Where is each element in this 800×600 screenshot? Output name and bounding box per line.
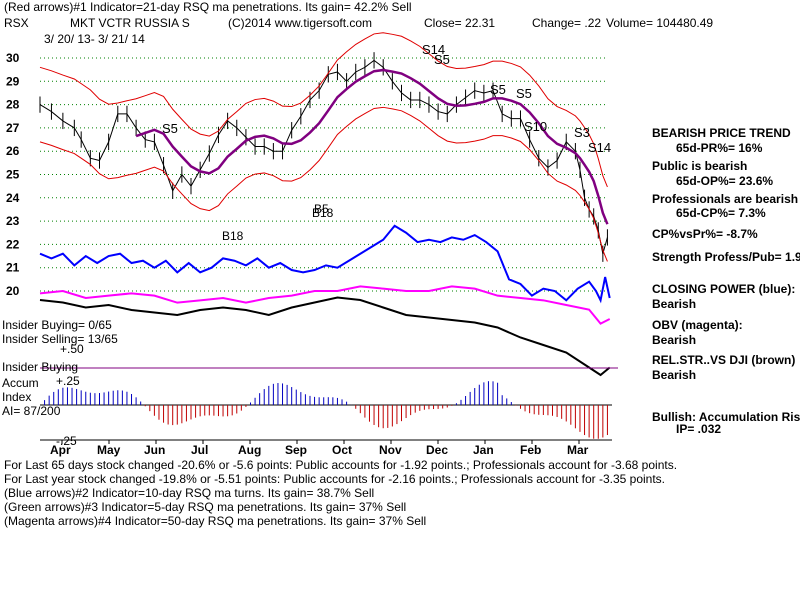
- public-label: Public is bearish: [652, 159, 748, 173]
- signal-s5: S5: [490, 82, 506, 97]
- x-tick-label: Jul: [191, 443, 208, 457]
- x-tick-label: Oct: [332, 443, 352, 457]
- y-tick-label: 30: [6, 51, 20, 65]
- change-value: Change= .22: [532, 16, 602, 30]
- date-range: 3/ 20/ 13- 3/ 21/ 14: [44, 32, 145, 46]
- y-tick-label: 28: [6, 98, 20, 112]
- obv-label: OBV (magenta):: [652, 318, 743, 332]
- signal-s14: S14: [422, 42, 446, 57]
- accum-scale-plus25: +.25: [56, 374, 80, 388]
- footer-indicator-3: (Green arrows)#3 Indicator=5-day RSQ ma …: [4, 500, 407, 514]
- relstr-state: Bearish: [652, 368, 697, 382]
- insider-buying-count: Insider Buying= 0/65: [2, 318, 112, 332]
- accum-status: Bullish: Accumulation Rising: [652, 410, 800, 424]
- y-tick-label: 22: [6, 237, 20, 251]
- ip-value: IP= .032: [676, 422, 722, 436]
- signal-s3: S3: [574, 125, 590, 140]
- x-tick-label: Jun: [144, 443, 165, 457]
- ai-value: AI= 87/200: [2, 404, 61, 418]
- copyright: (C)2014 www.tigersoft.com: [228, 16, 373, 30]
- signal-b18: B18: [222, 229, 244, 243]
- x-tick-label: Apr: [50, 443, 71, 457]
- y-tick-label: 29: [6, 74, 20, 88]
- lower-band: [39, 106, 608, 262]
- insider-buying-label: Insider Buying: [2, 360, 79, 374]
- cp-vs-pr: CP%vsPr%= -8.7%: [652, 227, 758, 241]
- signal-s5: S5: [434, 52, 450, 67]
- signal-s5: S5: [162, 121, 178, 136]
- y-tick-label: 25: [6, 168, 20, 182]
- accum-scale-plus50: +.50: [60, 342, 84, 356]
- indicator-1-header: (Red arrows)#1 Indicator=21-day RSQ ma p…: [4, 0, 412, 14]
- moving-average: [135, 68, 609, 225]
- x-tick-label: Sep: [285, 443, 307, 457]
- x-tick-label: Aug: [238, 443, 261, 457]
- price-line: [39, 59, 608, 254]
- accum-label: Accum: [2, 376, 39, 390]
- signal-b5: B5: [314, 202, 329, 216]
- professionals-label: Professionals are bearish: [652, 192, 799, 206]
- signal-s10: S10: [524, 119, 548, 134]
- security-name: MKT VCTR RUSSIA S: [70, 16, 190, 30]
- footer-65-day: For Last 65 days stock changed -20.6% or…: [4, 458, 678, 472]
- footer-year: For Last year stock changed -19.8% or -5…: [4, 472, 666, 486]
- x-tick-label: May: [97, 443, 121, 457]
- footer-indicator-4: (Magenta arrows)#4 Indicator=50-day RSQ …: [4, 514, 427, 528]
- y-tick-label: 21: [6, 261, 20, 275]
- volume-value: Volume= 104480.49: [606, 16, 714, 30]
- x-tick-label: Nov: [379, 443, 402, 457]
- cp-value: 65d-CP%= 7.3%: [676, 206, 766, 220]
- upper-band: [39, 32, 608, 188]
- obv-state: Bearish: [652, 333, 697, 347]
- x-tick-label: Dec: [426, 443, 448, 457]
- y-tick-label: 23: [6, 214, 20, 228]
- strength-ratio: Strength Profess/Pub= 1.9: [652, 250, 800, 264]
- y-tick-label: 26: [6, 144, 20, 158]
- index-label: Index: [2, 390, 32, 404]
- signal-s14: S14: [588, 140, 612, 155]
- trend-title: BEARISH PRICE TREND: [652, 126, 791, 140]
- closing-power-line: [39, 224, 611, 304]
- y-tick-label: 24: [6, 191, 20, 205]
- relstr-line: [39, 296, 611, 377]
- x-tick-label: Feb: [520, 443, 541, 457]
- footer-indicator-2: (Blue arrows)#2 Indicator=10-day RSQ ma …: [4, 486, 375, 500]
- y-tick-label: 20: [6, 284, 20, 298]
- op-value: 65d-OP%= 23.6%: [676, 174, 774, 188]
- accum-scale-minus25: -.25: [56, 434, 77, 448]
- closing-power-state: Bearish: [652, 297, 697, 311]
- insider-selling-count: Insider Selling= 13/65: [2, 332, 118, 346]
- pr-value: 65d-PR%= 16%: [676, 141, 763, 155]
- y-tick-label: 27: [6, 121, 20, 135]
- obv-line: [39, 285, 611, 325]
- x-tick-label: Jan: [473, 443, 494, 457]
- signal-s5: S5: [516, 86, 532, 101]
- relstr-label: REL.STR..VS DJI (brown): [652, 353, 796, 367]
- symbol: RSX: [4, 16, 29, 30]
- closing-power-label: CLOSING POWER (blue):: [652, 282, 796, 296]
- x-tick-label: Mar: [567, 443, 589, 457]
- close-value: Close= 22.31: [424, 16, 496, 30]
- signal-b18: B18: [312, 206, 334, 220]
